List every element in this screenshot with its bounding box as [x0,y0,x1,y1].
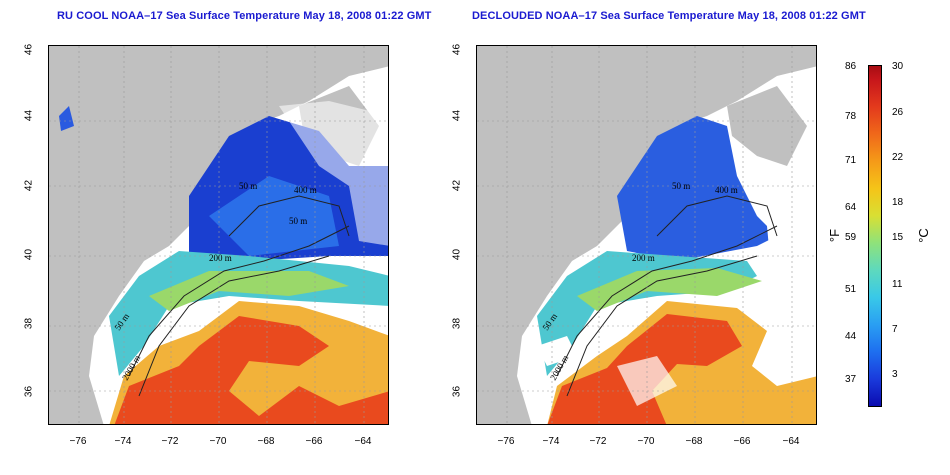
lat-tick: 40 [23,248,35,261]
left-lon-axis: −76 −74 −72 −70 −68 −66 −64 [48,436,389,450]
lat-tick: 42 [23,179,35,192]
lat-tick: 42 [451,179,463,192]
lat-tick: 46 [23,43,35,56]
celsius-tick: 22 [892,152,904,163]
depth-contour-2000m [138,255,330,397]
contour-label: 200 m [209,253,232,263]
celsius-tick: 15 [892,232,904,243]
cool-water-region [209,176,339,256]
lat-tick: 36 [451,385,463,398]
fahrenheit-tick: 78 [845,111,857,122]
nova-scotia-land [727,86,807,166]
lon-tick: −64 [782,436,800,447]
depth-contour-400m [228,195,350,237]
lon-tick: −76 [497,436,515,447]
fahrenheit-tick: 37 [845,374,857,385]
contour-label: 50 m [239,181,257,191]
lat-tick: 44 [23,109,35,122]
fahrenheit-tick: 71 [845,155,857,166]
land-mass [477,46,816,424]
lon-tick: −66 [733,436,751,447]
contour-label: 50 m [289,216,307,226]
cloud-gap [767,216,816,346]
fahrenheit-tick: 86 [845,61,857,72]
fahrenheit-tick: 64 [845,202,857,213]
fahrenheit-tick: 51 [845,284,857,295]
graticule [477,46,816,424]
fahrenheit-tick: 59 [845,232,857,243]
contour-label: 50 m [672,181,690,191]
lat-tick: 36 [23,385,35,398]
celsius-tick: 30 [892,61,904,72]
lon-tick: −66 [305,436,323,447]
lat-tick: 46 [451,43,463,56]
slope-water [149,271,349,311]
temperature-colorbar [868,65,882,407]
lon-tick: −76 [69,436,87,447]
celsius-tick: 18 [892,197,904,208]
lon-tick: −70 [209,436,227,447]
lon-tick: −70 [637,436,655,447]
lat-tick: 44 [451,109,463,122]
cold-water-region [617,116,777,261]
depth-contour-400m [656,195,778,237]
lon-tick: −64 [354,436,372,447]
right-map-graphic: 50 m 400 m 200 m 50 m 2000 m [477,46,816,424]
lat-tick: 38 [23,317,35,330]
cloud-cover [279,101,388,246]
lat-tick: 40 [451,248,463,261]
fahrenheit-tick: 44 [845,331,857,342]
cloud-gap [537,336,577,366]
celsius-tick: 26 [892,107,904,118]
lon-tick: −72 [161,436,179,447]
contour-label: 400 m [715,185,738,195]
lon-tick: −74 [114,436,132,447]
lat-tick: 38 [451,317,463,330]
depth-contour-200m [128,225,350,377]
left-sst-map: 50 m 50 m 400 m 200 m 50 m 2000 m [48,45,389,425]
right-lon-axis: −76 −74 −72 −70 −68 −66 −64 [476,436,817,450]
left-panel-title: RU COOL NOAA–17 Sea Surface Temperature … [57,10,432,22]
land-mass [49,46,388,424]
contour-label: 200 m [632,253,655,263]
inland-lake [59,106,74,131]
depth-contour-2000m [566,255,758,397]
lon-tick: −72 [589,436,607,447]
fahrenheit-unit: °F [827,228,843,243]
lon-tick: −68 [257,436,275,447]
graticule [49,46,388,424]
celsius-unit: °C [915,228,931,243]
slope-water [577,268,762,311]
contour-label: 400 m [294,185,317,195]
lon-tick: −74 [542,436,560,447]
celsius-tick: 11 [892,279,903,290]
right-panel-title: DECLOUDED NOAA–17 Sea Surface Temperatur… [472,10,866,22]
depth-contour-200m [556,225,778,377]
left-map-graphic: 50 m 50 m 400 m 200 m 50 m 2000 m [49,46,388,424]
lon-tick: −68 [685,436,703,447]
gulf-stream [114,316,388,424]
celsius-tick: 3 [892,369,898,380]
right-sst-map: 50 m 400 m 200 m 50 m 2000 m [476,45,817,425]
celsius-tick: 7 [892,324,898,335]
